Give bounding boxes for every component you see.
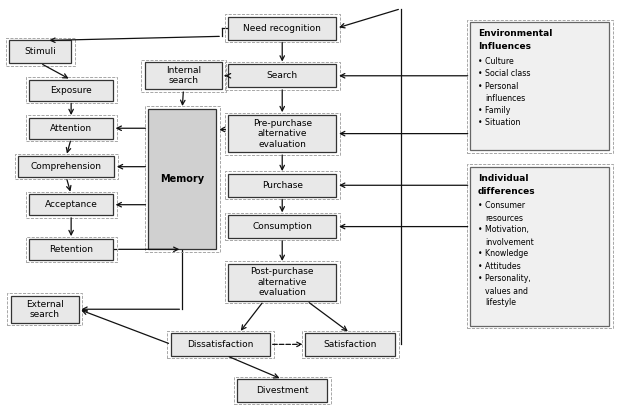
Bar xyxy=(7,293,82,325)
Text: • Motivation,: • Motivation, xyxy=(478,225,529,234)
Text: Stimuli: Stimuli xyxy=(24,47,56,56)
Bar xyxy=(26,115,117,141)
Bar xyxy=(306,333,395,356)
Bar xyxy=(228,115,336,152)
Bar xyxy=(141,60,226,92)
Bar xyxy=(302,331,399,358)
Text: Exposure: Exposure xyxy=(50,86,92,95)
Text: • Knowledge: • Knowledge xyxy=(478,249,528,258)
Text: Retention: Retention xyxy=(49,245,93,254)
Text: • Personality,: • Personality, xyxy=(478,274,531,283)
Bar xyxy=(19,156,114,177)
Bar xyxy=(224,113,340,155)
Bar xyxy=(11,296,79,323)
Bar xyxy=(30,239,113,260)
Text: Internal
search: Internal search xyxy=(166,66,201,85)
Text: lifestyle: lifestyle xyxy=(485,298,516,307)
Text: • Culture: • Culture xyxy=(478,57,513,66)
Text: Influences: Influences xyxy=(478,42,531,51)
Text: Purchase: Purchase xyxy=(262,181,303,190)
Bar xyxy=(30,194,113,215)
Text: differences: differences xyxy=(478,186,536,196)
Bar xyxy=(228,264,336,301)
Text: Post-purchase
alternative
evaluation: Post-purchase alternative evaluation xyxy=(250,267,314,297)
Bar xyxy=(224,171,340,199)
Bar xyxy=(467,164,613,328)
Bar xyxy=(26,77,117,103)
Text: • Consumer: • Consumer xyxy=(478,201,525,210)
Bar xyxy=(6,38,75,66)
Bar xyxy=(224,15,340,42)
Bar xyxy=(30,80,113,101)
Bar xyxy=(228,174,336,197)
Text: Individual: Individual xyxy=(478,174,528,183)
Bar xyxy=(26,237,117,262)
Bar xyxy=(9,40,71,63)
Bar xyxy=(471,22,609,150)
Text: • Family: • Family xyxy=(478,106,510,114)
Text: involvement: involvement xyxy=(485,238,534,247)
Text: External
search: External search xyxy=(25,300,63,319)
Bar xyxy=(224,261,340,303)
Text: • Attitudes: • Attitudes xyxy=(478,262,521,271)
Text: Acceptance: Acceptance xyxy=(45,200,97,209)
Bar xyxy=(224,213,340,240)
Bar xyxy=(26,192,117,218)
Bar xyxy=(224,62,340,89)
Bar xyxy=(167,331,273,358)
Text: Divestment: Divestment xyxy=(256,386,309,395)
Text: Memory: Memory xyxy=(160,174,205,184)
Text: • Personal: • Personal xyxy=(478,82,518,91)
Bar xyxy=(234,377,330,404)
Bar xyxy=(148,109,216,249)
Text: Dissatisfaction: Dissatisfaction xyxy=(187,340,254,349)
Text: resources: resources xyxy=(485,214,523,223)
Text: influences: influences xyxy=(485,94,526,103)
Bar xyxy=(15,154,118,179)
Text: Need recognition: Need recognition xyxy=(243,24,321,33)
Bar xyxy=(228,215,336,238)
Bar xyxy=(171,333,270,356)
Text: • Situation: • Situation xyxy=(478,118,520,127)
Bar xyxy=(144,106,220,252)
Text: values and: values and xyxy=(485,287,528,295)
Text: Search: Search xyxy=(267,71,298,80)
Bar xyxy=(228,64,336,87)
Text: Attention: Attention xyxy=(50,124,92,133)
Bar xyxy=(471,167,609,326)
Text: • Social class: • Social class xyxy=(478,69,530,78)
Bar xyxy=(228,17,336,40)
Bar xyxy=(237,379,327,402)
Bar xyxy=(30,118,113,139)
Text: Consumption: Consumption xyxy=(252,222,312,231)
Bar xyxy=(467,20,613,153)
Text: Comprehension: Comprehension xyxy=(31,162,102,171)
Bar xyxy=(145,62,222,89)
Text: Pre-purchase
alternative
evaluation: Pre-purchase alternative evaluation xyxy=(253,119,312,149)
Text: Environmental: Environmental xyxy=(478,30,552,39)
Text: Satisfaction: Satisfaction xyxy=(324,340,377,349)
